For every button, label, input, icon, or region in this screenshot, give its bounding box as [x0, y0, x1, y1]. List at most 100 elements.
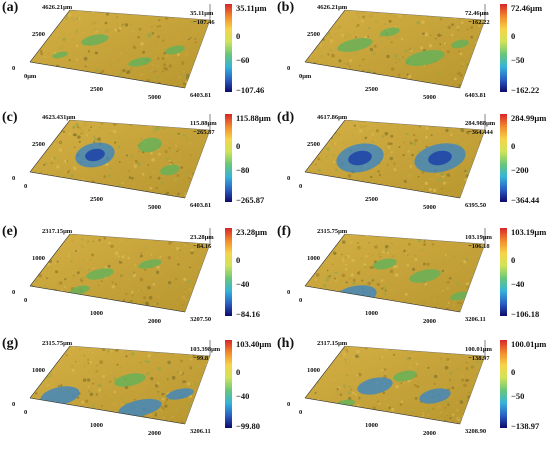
- texture-speck: [345, 281, 348, 284]
- texture-speck: [398, 146, 401, 148]
- texture-speck: [383, 356, 386, 358]
- texture-speck: [480, 244, 482, 247]
- texture-speck: [336, 387, 340, 391]
- surface-plot: [304, 340, 486, 425]
- texture-speck: [189, 266, 192, 269]
- texture-speck: [102, 77, 106, 81]
- colorbar-tick-label: 0: [511, 255, 516, 265]
- texture-speck: [306, 265, 310, 268]
- texture-speck: [91, 189, 95, 193]
- texture-speck: [87, 50, 91, 53]
- texture-speck: [386, 81, 390, 85]
- texture-speck: [344, 267, 348, 271]
- texture-speck: [409, 172, 411, 174]
- x-axis-line: [29, 171, 186, 199]
- texture-speck: [159, 271, 163, 275]
- texture-speck: [306, 246, 308, 248]
- texture-speck: [110, 311, 114, 312]
- texture-speck: [465, 259, 468, 262]
- texture-speck: [113, 129, 117, 134]
- texture-speck: [45, 129, 48, 132]
- y-axis-end-label: 4626.21μm: [317, 4, 348, 11]
- texture-speck: [426, 387, 430, 392]
- texture-speck: [402, 154, 405, 157]
- texture-speck: [410, 50, 413, 53]
- texture-speck: [84, 65, 87, 68]
- texture-speck: [33, 136, 36, 139]
- texture-speck: [40, 171, 43, 173]
- texture-speck: [356, 247, 360, 251]
- texture-speck: [340, 33, 345, 37]
- texture-speck: [147, 32, 152, 37]
- texture-speck: [180, 166, 183, 169]
- texture-speck: [181, 295, 186, 300]
- texture-speck: [190, 248, 194, 252]
- texture-speck: [427, 10, 431, 13]
- texture-speck: [93, 135, 96, 138]
- texture-speck: [182, 380, 186, 384]
- texture-speck: [310, 235, 314, 239]
- texture-speck: [112, 186, 115, 190]
- texture-speck: [447, 301, 450, 304]
- texture-speck: [160, 76, 164, 80]
- texture-speck: [57, 242, 59, 244]
- texture-speck: [416, 30, 419, 33]
- x-axis-origin-label: 0: [299, 183, 303, 190]
- texture-speck: [183, 423, 188, 424]
- texture-speck: [59, 281, 63, 285]
- texture-speck: [384, 308, 387, 311]
- texture-speck: [158, 19, 161, 22]
- x-axis-tick: 2000: [423, 430, 436, 437]
- texture-speck: [81, 238, 84, 241]
- texture-speck: [97, 388, 102, 392]
- texture-speck: [168, 64, 172, 68]
- texture-speck: [33, 245, 36, 248]
- texture-speck: [47, 415, 51, 418]
- texture-speck: [168, 197, 171, 198]
- surface-plot: [304, 228, 486, 313]
- texture-speck: [175, 302, 177, 305]
- texture-speck: [141, 153, 143, 155]
- texture-speck: [197, 294, 201, 298]
- texture-speck: [33, 386, 37, 390]
- texture-speck: [456, 25, 459, 29]
- texture-speck: [88, 129, 90, 131]
- texture-speck: [371, 279, 374, 282]
- texture-speck: [106, 190, 110, 194]
- texture-speck: [460, 128, 465, 133]
- x-axis-line: [29, 397, 186, 425]
- texture-speck: [483, 187, 485, 190]
- texture-speck: [350, 420, 354, 424]
- texture-speck: [342, 259, 345, 263]
- texture-speck: [75, 249, 78, 253]
- texture-speck: [199, 252, 202, 255]
- texture-speck: [311, 128, 315, 132]
- texture-speck: [80, 234, 83, 237]
- texture-speck: [66, 417, 71, 422]
- texture-speck: [114, 162, 117, 164]
- texture-speck: [426, 262, 430, 266]
- texture-speck: [423, 65, 426, 67]
- texture-speck: [362, 137, 366, 142]
- texture-speck: [38, 18, 40, 21]
- texture-speck: [384, 153, 387, 156]
- texture-speck: [461, 187, 464, 189]
- texture-speck: [63, 411, 67, 415]
- texture-speck: [472, 277, 476, 280]
- texture-speck: [114, 347, 117, 350]
- texture-speck: [158, 346, 162, 348]
- texture-speck: [199, 391, 203, 396]
- texture-speck: [444, 270, 448, 273]
- texture-speck: [136, 362, 139, 365]
- depression-region: [70, 285, 90, 295]
- texture-speck: [454, 120, 457, 123]
- texture-speck: [206, 39, 210, 43]
- depression-region: [409, 269, 441, 283]
- texture-speck: [157, 35, 160, 39]
- texture-speck: [456, 401, 459, 404]
- texture-speck: [130, 123, 133, 126]
- texture-speck: [439, 122, 442, 126]
- texture-speck: [160, 18, 165, 23]
- texture-speck: [93, 234, 97, 237]
- texture-speck: [131, 288, 135, 292]
